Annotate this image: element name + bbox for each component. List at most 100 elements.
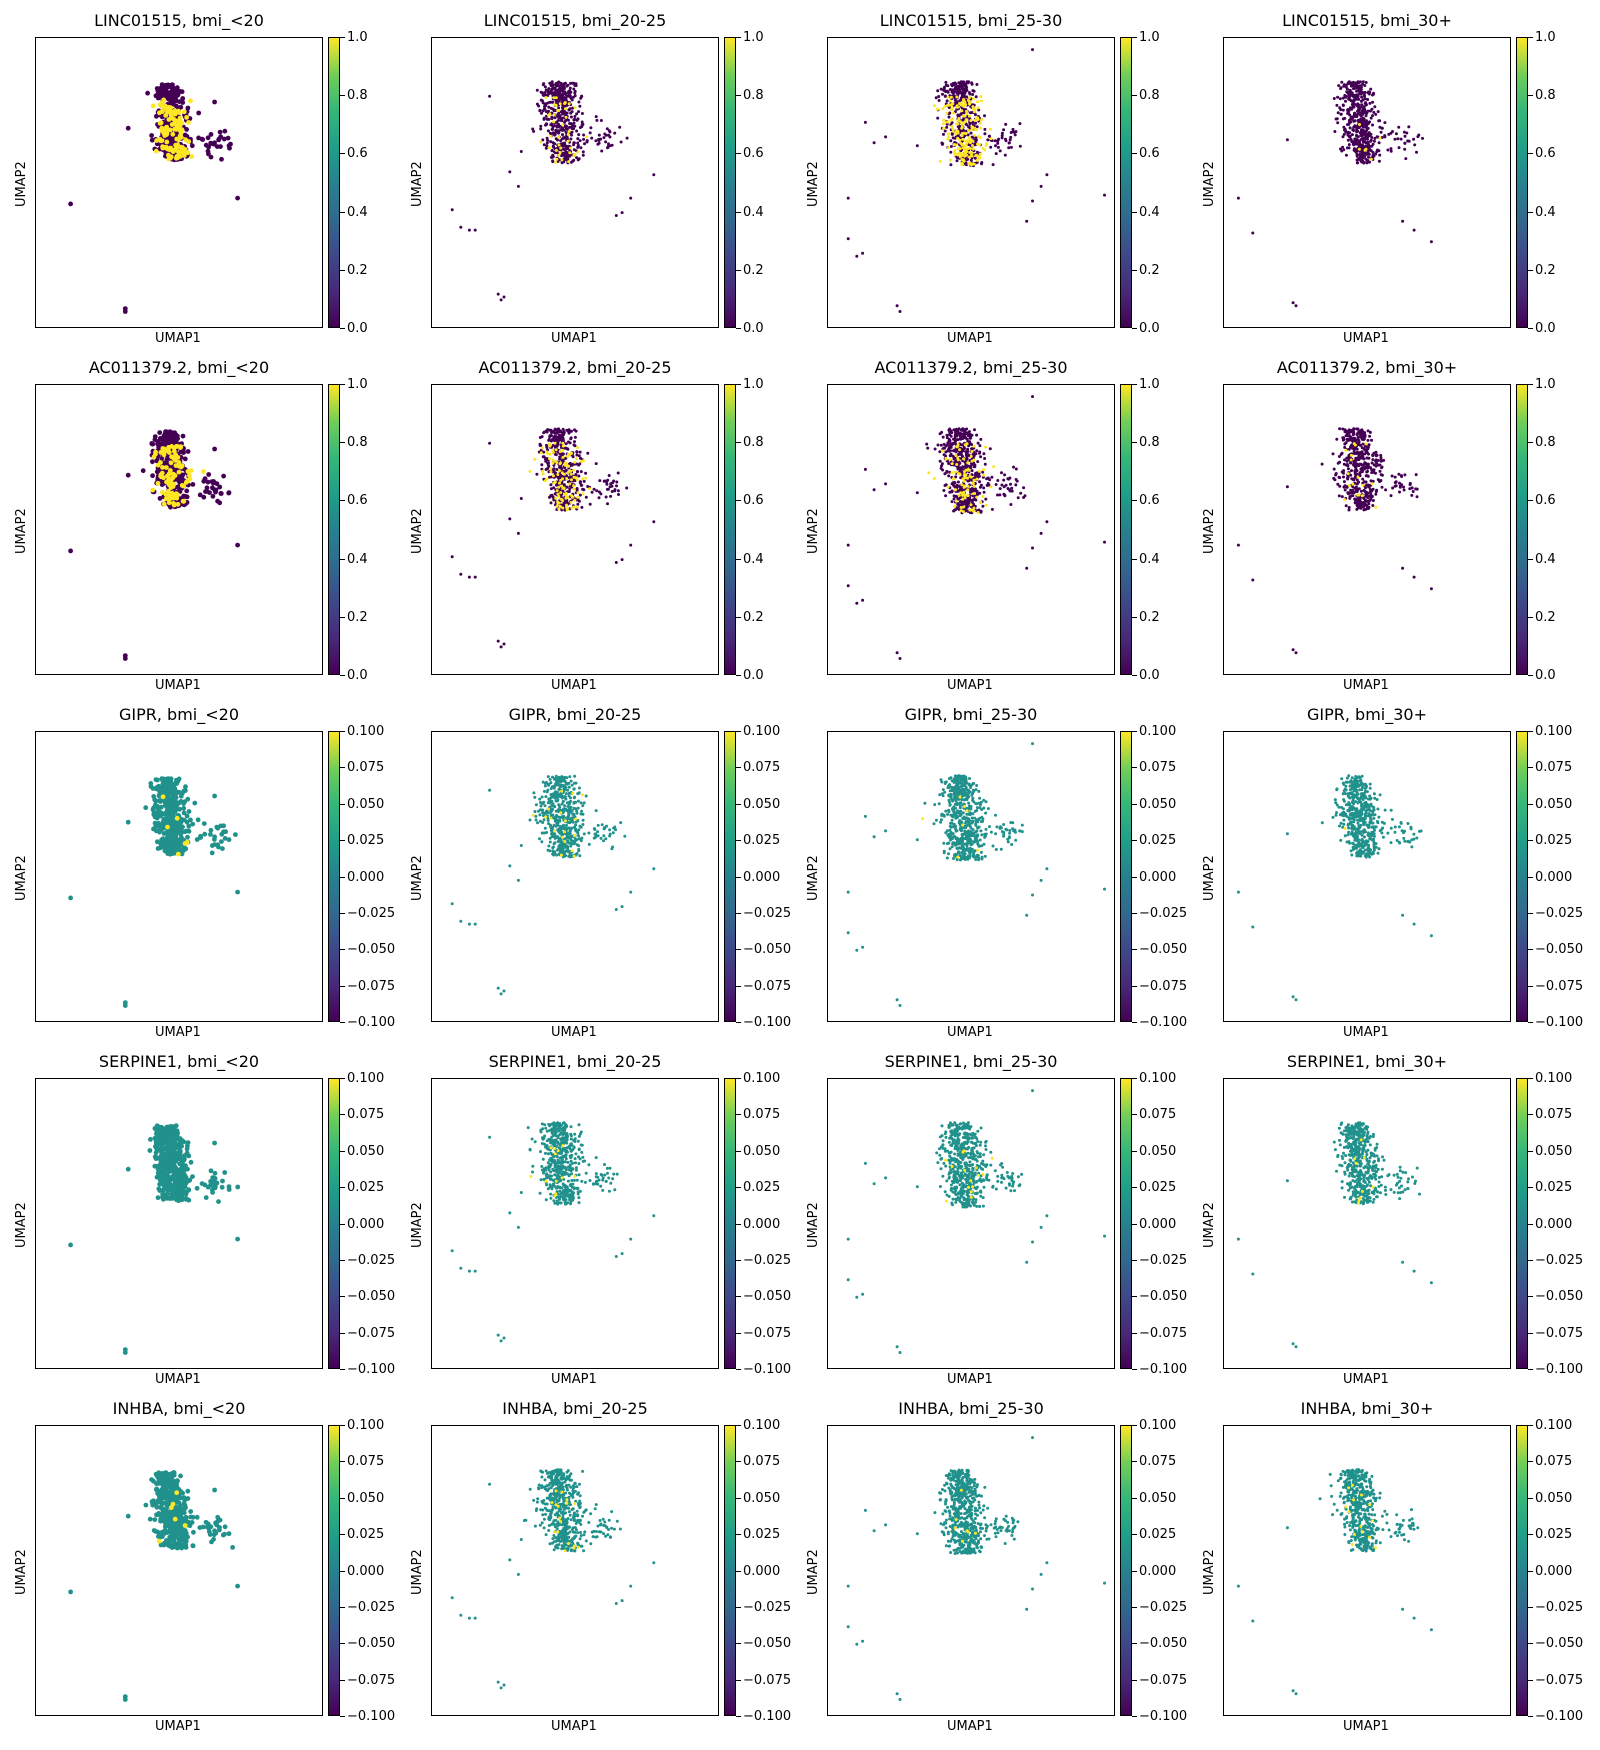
cell-point [956,467,960,471]
cell-point [1334,473,1338,477]
cell-point [974,121,978,125]
cell-point [933,447,937,451]
cell-point [1360,450,1364,454]
cell-point [1350,133,1354,137]
cell-point-expressed [938,159,942,163]
cell-point [544,104,548,108]
cell-point [209,850,215,856]
cell-point [986,138,990,142]
cell-point [554,88,558,92]
cell-point [1374,152,1378,156]
cell-point [1335,117,1339,121]
cell-point [564,442,568,446]
cell-point-expressed [551,461,555,465]
cell-point-expressed [927,471,931,475]
y-axis-label: UMAP2 [410,507,425,554]
colorbar-tick [1132,500,1137,501]
cell-point [1009,145,1013,149]
cell-point [164,808,170,813]
x-axis-label: UMAP1 [551,331,597,346]
cell-point [1366,137,1369,141]
colorbar-tick-label: 0.0 [1535,668,1556,683]
cell-point [545,136,549,140]
cell-point [556,113,560,117]
cell-point-expressed [175,155,181,161]
cell-point [1341,96,1345,100]
cell-point-expressed [954,129,958,133]
cell-point [577,157,581,161]
cell-point [997,137,1001,141]
umap-scatter-plot [1223,384,1511,675]
cell-point-expressed [160,489,165,495]
cell-point [181,805,187,811]
cell-point [1371,479,1375,483]
cell-point [960,470,964,474]
cell-point [172,796,177,802]
cell-point [946,84,950,88]
cell-point [1002,492,1006,496]
cell-point [544,110,548,114]
cell-point [1403,141,1407,145]
scatter-points [68,82,241,314]
cell-point [652,520,656,524]
cell-point [184,488,190,494]
panel-title: AC011379.2, bmi_20-25 [478,358,672,377]
cell-point [939,466,943,470]
cell-point [949,434,953,438]
cell-point [545,144,549,148]
cell-point-expressed [166,500,172,506]
cell-point [1379,130,1383,134]
cell-point [936,116,940,120]
cell-point-expressed [972,126,975,130]
cell-point [958,451,962,455]
cell-point [578,104,582,108]
cell-point [945,436,949,440]
cell-point [1429,587,1433,591]
cell-point [975,433,979,437]
cell-point [1360,95,1364,99]
cell-point [968,436,972,440]
cell-point-expressed [558,450,562,453]
cell-point [949,150,953,154]
colorbar [328,731,340,1022]
cell-point-expressed [958,102,961,105]
colorbar-tick-label: 0.2 [1139,263,1160,278]
cell-point-expressed [560,484,564,488]
cell-point [949,163,953,167]
cell-point-expressed [562,472,566,476]
cell-point [1360,128,1364,132]
cell-point [1009,503,1013,506]
cell-point [182,132,188,138]
cell-point-expressed [171,501,176,506]
cell-point [1349,461,1352,465]
cell-point [1367,443,1371,447]
cell-point [450,555,454,559]
cell-point [577,454,581,458]
cell-point [953,508,957,512]
cell-point [1361,137,1365,141]
colorbar-tick [1528,153,1533,154]
cell-point [180,96,186,101]
cell-point [535,472,539,476]
cell-point [218,134,224,140]
cell-point [1377,119,1381,123]
cell-point [576,141,580,145]
cell-point [1369,116,1373,120]
cell-point-expressed [954,454,958,458]
cell-point [1371,458,1375,462]
cell-point-expressed [944,457,948,460]
cell-point [543,85,547,89]
cell-point-expressed [969,454,973,458]
cell-point [539,127,543,131]
cell-point [979,437,983,441]
cell-point-expressed [984,445,988,449]
cell-point [1364,144,1368,148]
cell-point-expressed [576,491,580,495]
cell-point [166,841,172,847]
colorbar-tick [1528,442,1533,443]
cell-point-expressed [933,104,936,108]
cell-point [219,156,224,162]
cell-point [565,485,569,489]
cell-point [1354,472,1358,476]
cell-point [149,133,154,138]
